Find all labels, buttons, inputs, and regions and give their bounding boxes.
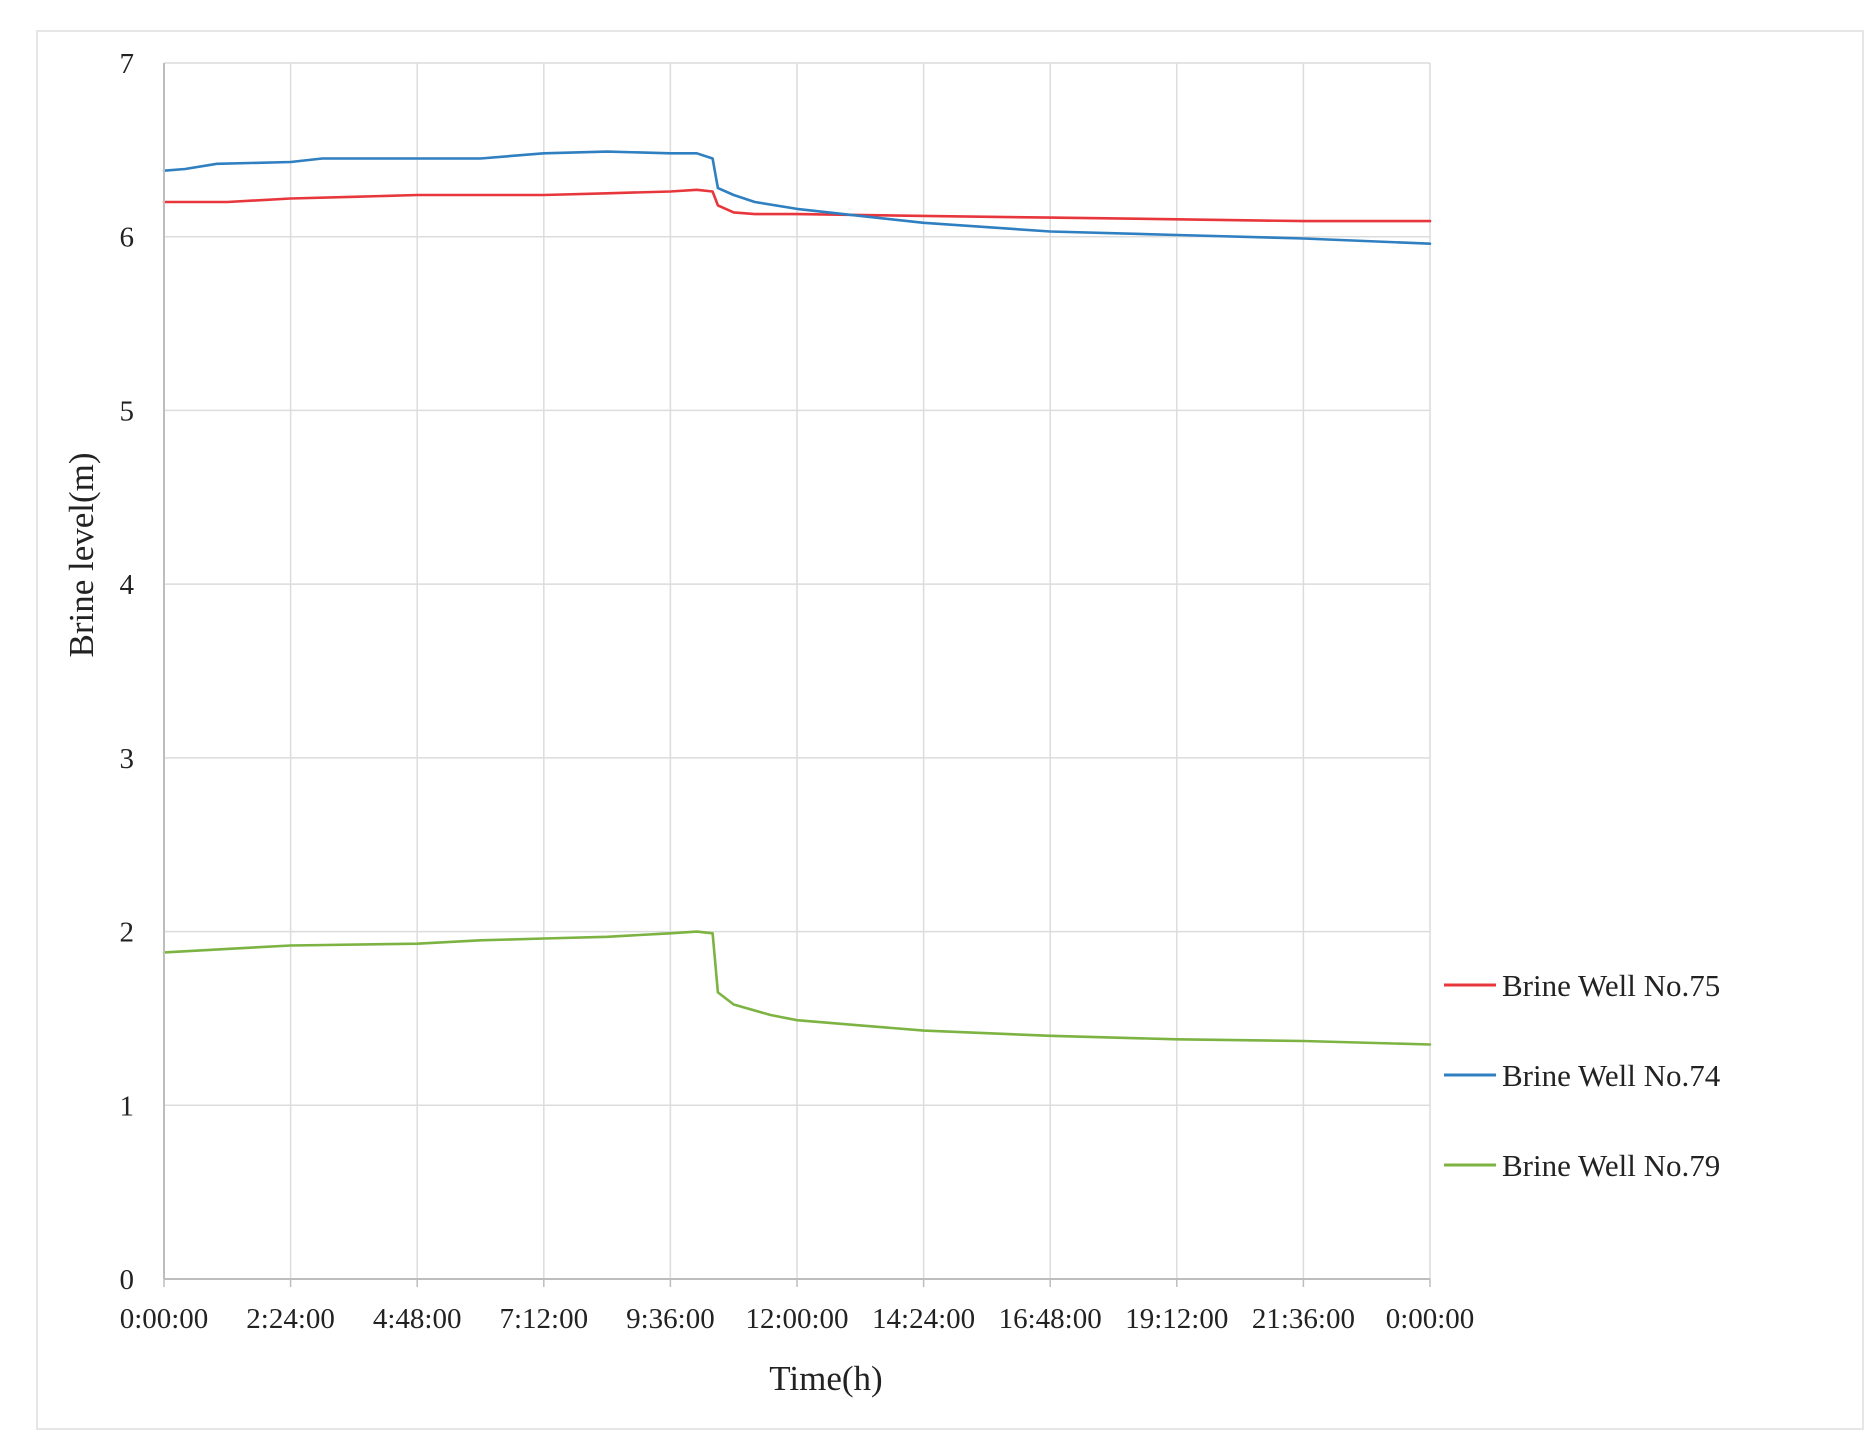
y-axis-title: Brine level(m) bbox=[62, 452, 101, 657]
axes: 0 1 2 3 4 5 6 7 0:00:00 2:24:00 4:48:00 7:12:00 9:36… bbox=[120, 48, 1475, 1335]
series-line-2 bbox=[162, 150, 1432, 245]
y-tick-label: 5 bbox=[120, 395, 135, 427]
x-axis-title: Time(h) bbox=[769, 1359, 882, 1398]
y-tick-label: 4 bbox=[120, 569, 135, 601]
x-tick-label: 0:00:00 bbox=[1386, 1303, 1475, 1335]
y-tick-label: 6 bbox=[120, 222, 135, 254]
series-layer bbox=[162, 150, 1432, 1046]
x-tick-label: 2:24:00 bbox=[246, 1303, 335, 1335]
x-tick-label: 9:36:00 bbox=[626, 1303, 715, 1335]
x-tick-label: 14:24:00 bbox=[872, 1303, 975, 1335]
x-tick-label: 0:00:00 bbox=[120, 1303, 209, 1335]
series-line-3 bbox=[162, 930, 1432, 1046]
chart-frame bbox=[36, 30, 1864, 1430]
x-tick-label: 4:48:00 bbox=[373, 1303, 462, 1335]
x-tick-label: 7:12:00 bbox=[499, 1303, 588, 1335]
x-tick-label: 19:12:00 bbox=[1125, 1303, 1228, 1335]
grid bbox=[164, 62, 1431, 1279]
series-line-1 bbox=[162, 188, 1432, 223]
y-tick-label: 3 bbox=[120, 743, 135, 775]
y-tick-label: 1 bbox=[120, 1090, 135, 1122]
legend: Brine Well No.75 Brine Well No.74 Brine We… bbox=[1444, 968, 1721, 1183]
x-tick-label: 21:36:00 bbox=[1252, 1303, 1355, 1335]
legend-label: Brine Well No.74 bbox=[1502, 1058, 1721, 1093]
y-tick-label: 0 bbox=[120, 1264, 135, 1296]
y-tick-label: 2 bbox=[120, 917, 135, 949]
legend-label: Brine Well No.79 bbox=[1502, 1148, 1720, 1183]
x-tick-label: 16:48:00 bbox=[999, 1303, 1102, 1335]
legend-label: Brine Well No.75 bbox=[1502, 968, 1720, 1003]
y-tick-label: 7 bbox=[120, 48, 135, 80]
x-tick-label: 12:00:00 bbox=[745, 1303, 848, 1335]
